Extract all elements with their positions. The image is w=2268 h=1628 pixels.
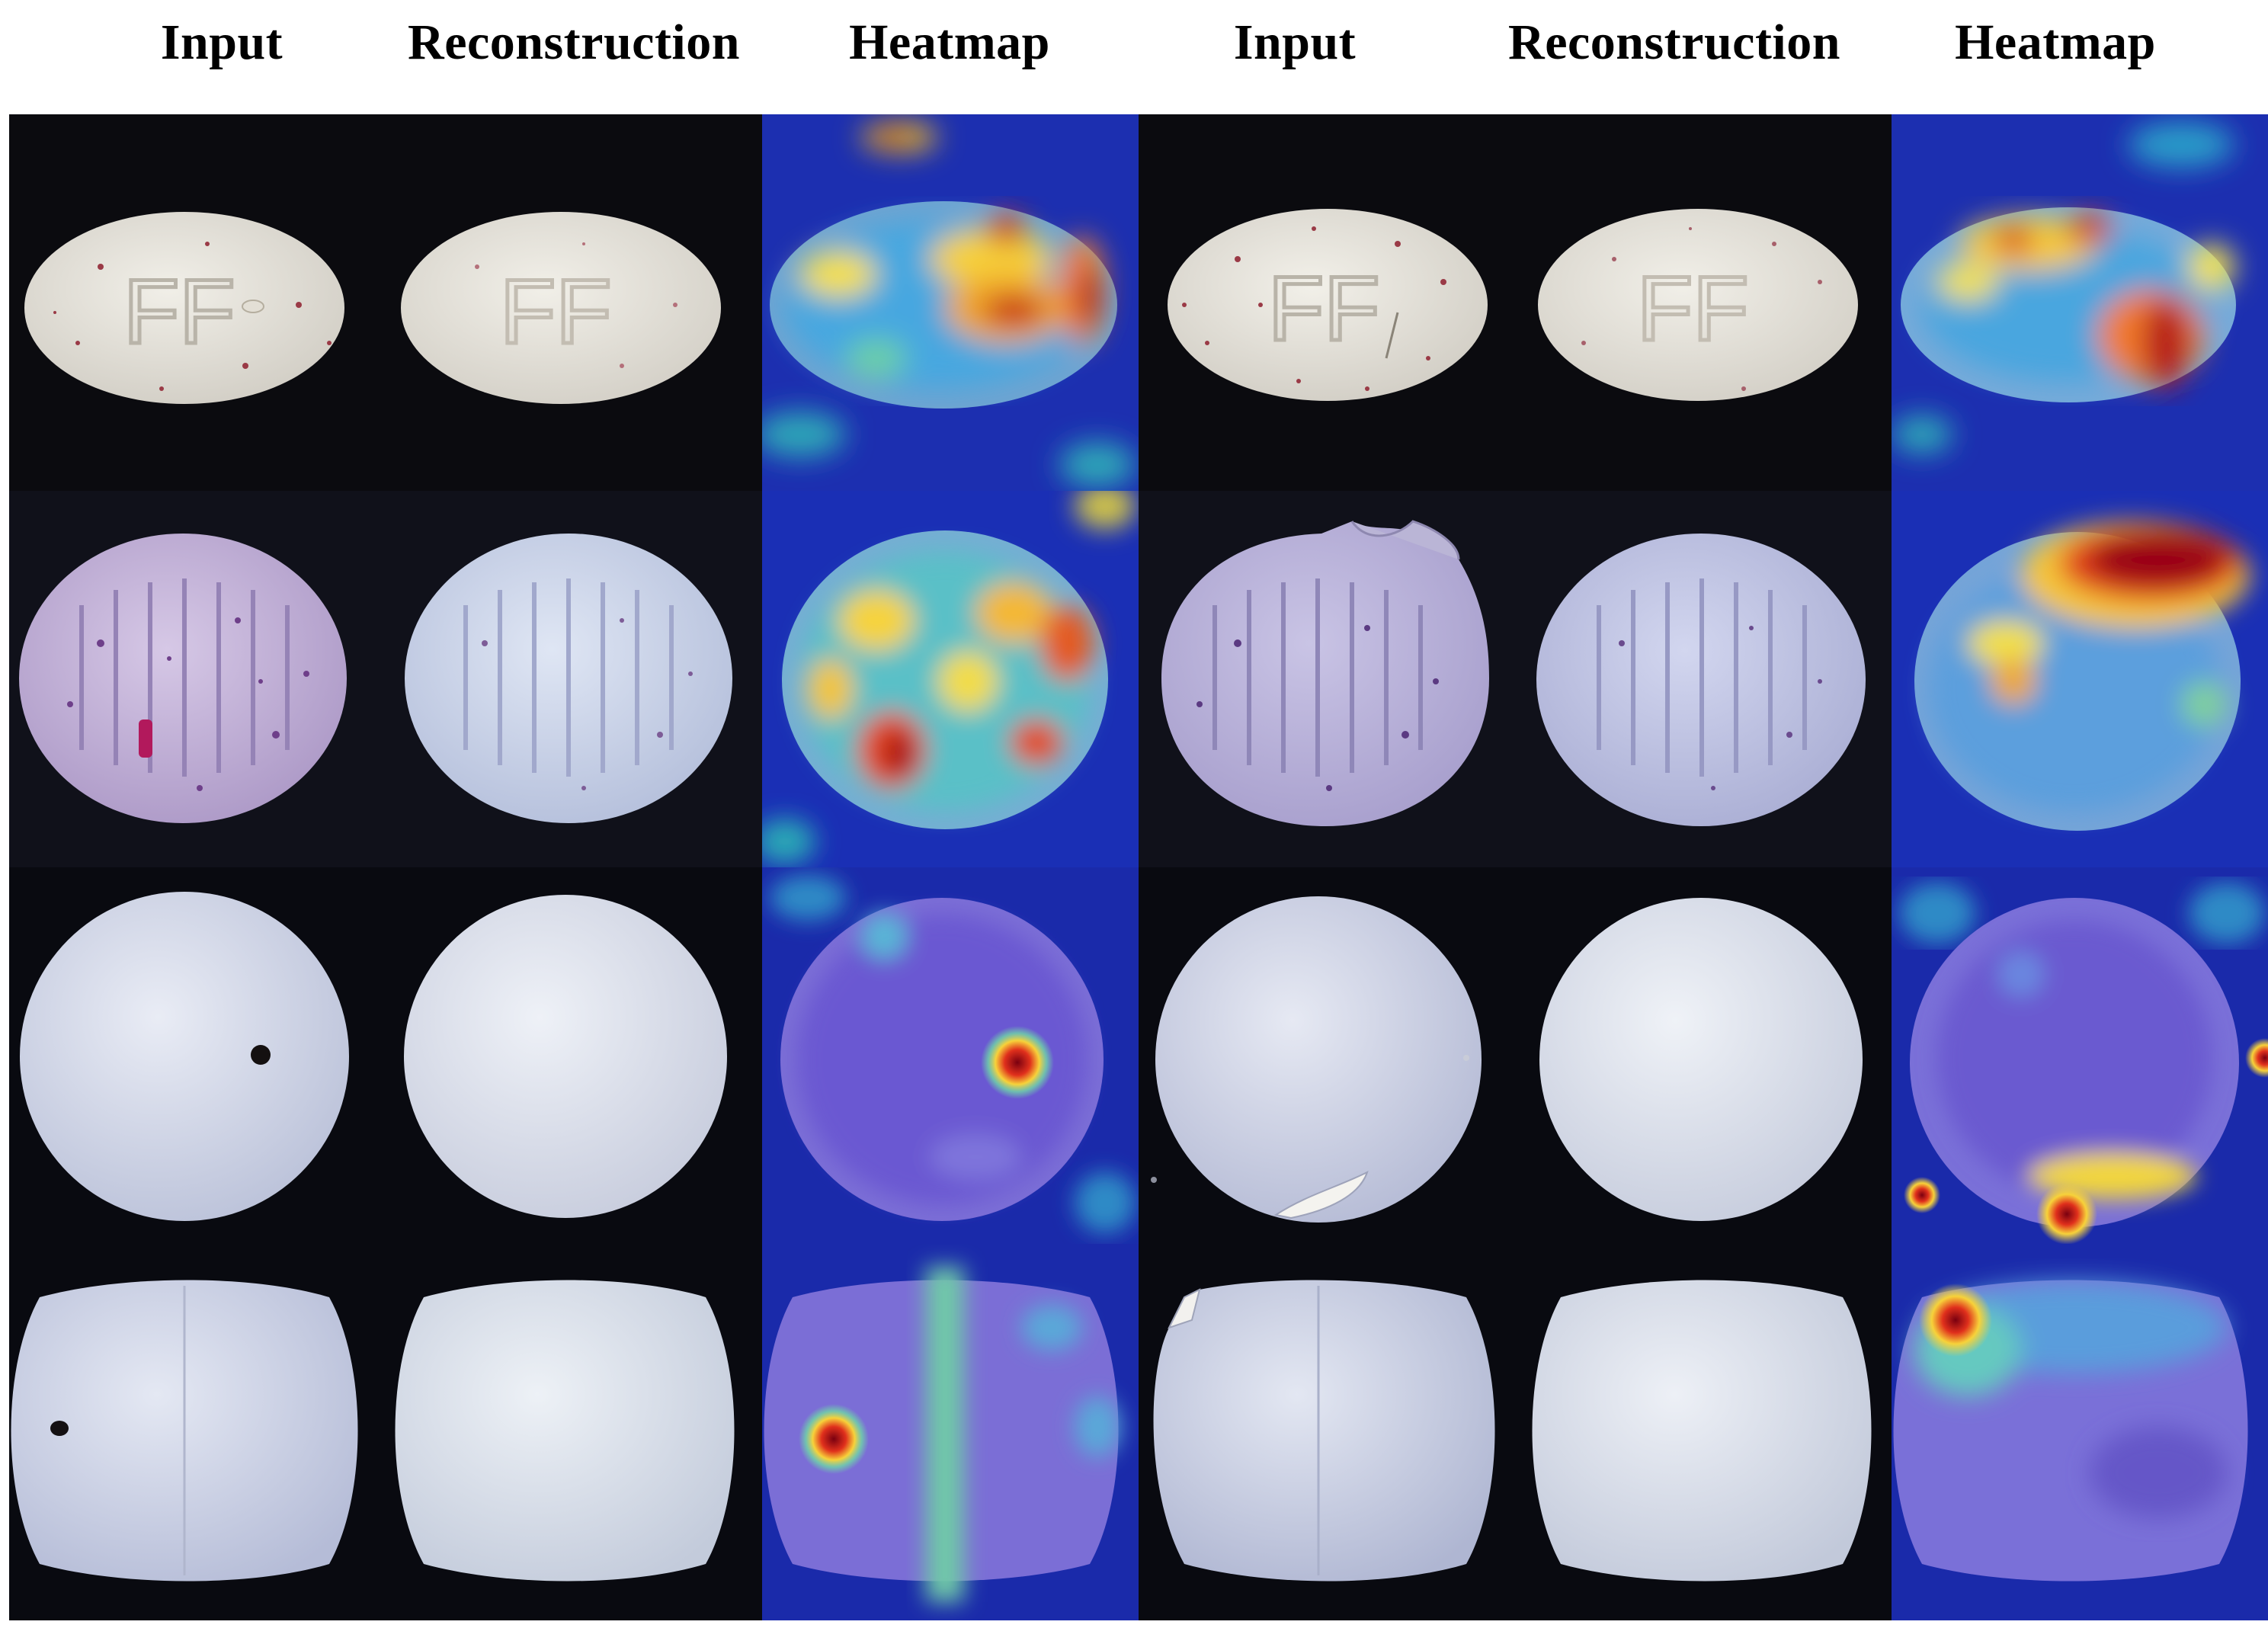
row2-right-reconstruction-image xyxy=(1515,491,1892,867)
row2-left-reconstruction-image xyxy=(386,491,762,867)
row1-left-reconstruction-image: FF xyxy=(386,114,762,491)
header-input-left: Input xyxy=(160,14,284,70)
svg-text:FF: FF xyxy=(123,261,235,363)
header-heatmap-right: Heatmap xyxy=(1955,14,2156,70)
row1-right-reconstruction-image: FF xyxy=(1515,114,1892,491)
row4-left-reconstruction-image xyxy=(386,1244,762,1620)
header-input-right: Input xyxy=(1233,14,1357,70)
row4-right-input-image xyxy=(1139,1244,1515,1620)
row4-right-reconstruction-image xyxy=(1515,1244,1892,1620)
column-header-row: Input Reconstruction Heatmap Input Recon… xyxy=(0,0,2268,114)
row1-right-heatmap-image xyxy=(1892,114,2268,491)
row2-right-heatmap-image xyxy=(1892,491,2268,867)
row4-right-heatmap-image xyxy=(1892,1244,2268,1620)
header-reconstruction-right: Reconstruction xyxy=(1508,14,1840,70)
row4-left-heatmap-image xyxy=(762,1244,1139,1620)
header-heatmap-left: Heatmap xyxy=(849,14,1050,70)
row2-left-heatmap-image xyxy=(762,491,1139,867)
row1-left-input-image: FF xyxy=(9,114,386,491)
header-reconstruction-left: Reconstruction xyxy=(408,14,740,70)
row3-right-heatmap-image xyxy=(1892,867,2268,1244)
row1-left-heatmap-image xyxy=(762,114,1139,491)
row3-right-reconstruction-image xyxy=(1515,867,1892,1244)
row4-left-input-image xyxy=(9,1244,386,1620)
svg-text:FF: FF xyxy=(1637,258,1749,360)
svg-text:FF: FF xyxy=(500,261,612,363)
svg-text:FF: FF xyxy=(1268,258,1380,360)
row2-left-input-image xyxy=(9,491,386,867)
row3-left-input-image xyxy=(9,867,386,1244)
row3-right-input-image xyxy=(1139,867,1515,1244)
image-grid: FF FF xyxy=(9,114,2268,1620)
row1-right-input-image: FF xyxy=(1139,114,1515,491)
row2-right-input-image xyxy=(1139,491,1515,867)
row3-left-heatmap-image xyxy=(762,867,1139,1244)
row3-left-reconstruction-image xyxy=(386,867,762,1244)
